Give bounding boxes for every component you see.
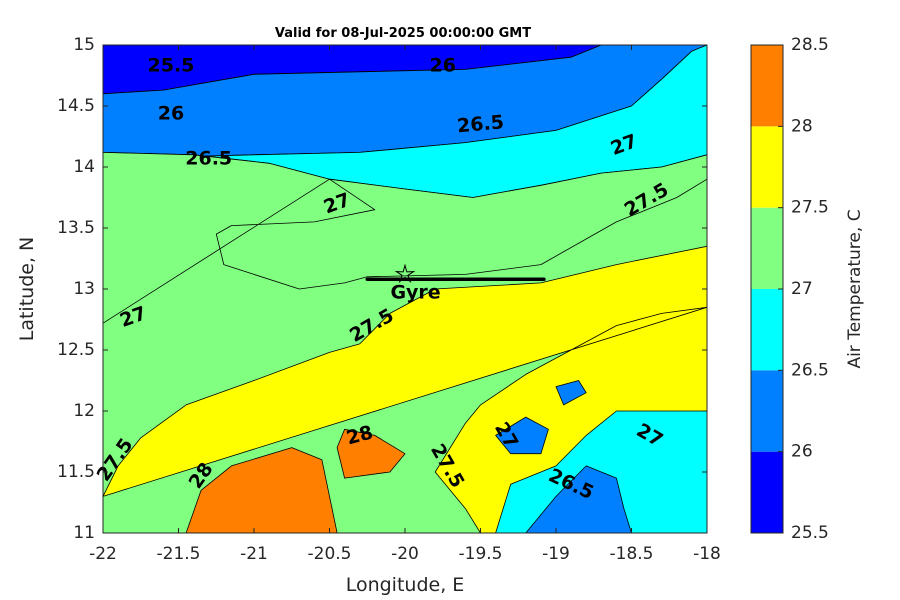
contour-regions: [103, 45, 707, 533]
colorbar-tick-label: 28.5: [791, 35, 829, 55]
colorbar-segment-4: [751, 126, 783, 208]
colorbar-segment-2: [751, 289, 783, 371]
contour-label-2: 26: [430, 55, 456, 77]
y-axis-label: Latitude, N: [16, 237, 38, 342]
track-annotations: Gyre: [365, 263, 546, 304]
x-tick-label: -20.5: [308, 544, 352, 564]
colorbar-label: Air Temperature, C: [845, 209, 865, 368]
x-axis-label: Longitude, E: [346, 574, 465, 596]
y-tick-label: 12.5: [57, 340, 95, 360]
x-tick-label: -21.5: [157, 544, 201, 564]
star-marker: [394, 263, 416, 284]
x-tick-label: -18: [693, 544, 721, 564]
x-tick-label: -20: [391, 544, 419, 564]
y-tick-label: 14.5: [57, 96, 95, 116]
contour-region-5: [185, 447, 338, 533]
contour-region-10: [555, 380, 587, 406]
y-tick-label: 11.5: [57, 462, 95, 482]
y-tick-label: 15: [73, 35, 95, 55]
colorbar-tick-label: 26.5: [791, 360, 829, 380]
contour-label-3: 26.5: [185, 147, 232, 169]
x-tick-label: -21: [240, 544, 268, 564]
colorbar-tick-label: 27: [791, 279, 813, 299]
contour-region-4: [103, 245, 707, 533]
contour-region-9: [495, 416, 549, 455]
colorbar: [751, 45, 783, 533]
colorbar-tick-label: 25.5: [791, 523, 829, 543]
x-tick-label: -19: [542, 544, 570, 564]
colorbar-tick-label: 27.5: [791, 198, 829, 218]
contour-label-0: 25.5: [148, 55, 195, 77]
y-tick-label: 13.5: [57, 218, 95, 238]
y-tick-label: 12: [73, 401, 95, 421]
x-tick-label: -22: [89, 544, 117, 564]
x-axis-ticks: -22 -21.5 -21 -20.5 -20 -19.5 -19 -18.5 -18: [89, 45, 721, 564]
gyre-label: Gyre: [390, 282, 440, 304]
x-tick-label: -18.5: [610, 544, 654, 564]
colorbar-segment-0: [751, 451, 783, 533]
y-axis-ticks: 11 11.5 12 12.5 13 13.5 14 14.5 15: [57, 35, 707, 543]
y-tick-label: 13: [73, 279, 95, 299]
contour-label-1: 26: [158, 102, 184, 124]
contour-region-8: [525, 465, 632, 533]
chart-title: Valid for 08-Jul-2025 00:00:00 GMT: [275, 26, 531, 41]
colorbar-tick-label: 28: [791, 116, 813, 136]
contour-label-4: 26.5: [456, 111, 505, 137]
colorbar-segment-5: [751, 45, 783, 127]
contour-region-6: [336, 428, 406, 479]
colorbar-tick-label: 26: [791, 442, 813, 462]
contour-region-3: [103, 151, 707, 324]
colorbar-ticks: 25.5 26 26.5 27 27.5 28 28.5: [778, 35, 829, 543]
x-tick-label: -19.5: [459, 544, 503, 564]
colorbar-segment-1: [751, 370, 783, 452]
y-tick-label: 14: [73, 157, 95, 177]
y-tick-label: 11: [73, 523, 95, 543]
colorbar-segment-3: [751, 207, 783, 289]
